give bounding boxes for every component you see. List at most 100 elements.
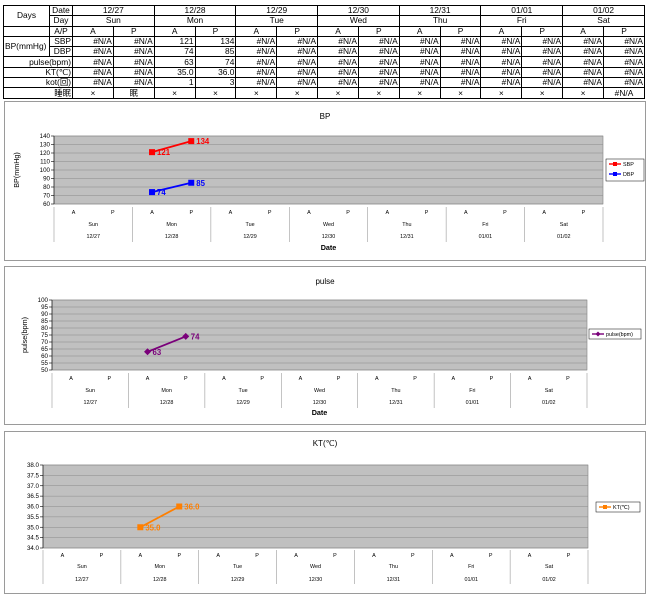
series-line [147,335,187,353]
value-cell: 35.0 [153,66,196,79]
value-cell: 36.0 [194,66,237,79]
value-cell: #N/A [602,66,646,79]
x-date-label: 01/01 [466,400,480,406]
x-day-label: Sat [545,564,554,570]
y-tick-label: 34.5 [27,535,40,542]
day-header-cell: Fri [480,15,564,27]
value-cell: × [235,87,278,99]
x-ap-label: A [222,376,226,382]
x-day-label: Tue [239,388,248,394]
x-date-label: 12/27 [75,577,89,583]
y-tick-label: 35.0 [27,524,40,531]
value-cell: × [562,87,604,99]
y-tick-label: 38.0 [27,462,40,469]
x-date-label: 12/28 [160,400,174,406]
legend-label: KT(℃) [613,505,630,511]
value-cell: #N/A [72,46,114,58]
x-day-label: Thu [391,388,400,394]
x-day-label: Mon [161,388,172,394]
x-day-label: Wed [310,564,321,570]
x-date-label: 12/31 [400,234,414,240]
series-line [151,181,192,193]
day-label-cell: Day [49,15,73,27]
value-cell: #N/A [276,56,319,68]
x-ap-label: A [451,376,455,382]
day-header-cell: Sun [72,15,155,27]
ap-header-cell: P [194,25,237,37]
chart-title: KT(℃) [313,439,338,448]
y-tick-label: 80 [43,184,50,191]
value-cell: #N/A [357,56,400,68]
value-cell: × [398,87,441,99]
value-cell: #N/A [521,46,564,58]
x-date-label: 01/01 [464,577,478,583]
date-header-cell: 01/02 [562,4,645,17]
x-date-label: 01/02 [542,577,556,583]
x-ap-label: A [229,210,233,216]
value-cell: 63 [153,56,196,68]
x-ap-label: A [150,210,154,216]
y-tick-label: 140 [40,133,51,140]
vitals-table: Days Date 12/27 12/28 12/29 12/30 12/31 01/01 01… [3,4,646,99]
x-ap-label: A [72,210,76,216]
y-tick-label: 110 [40,159,50,166]
ap-header-cell: A [480,25,523,37]
value-cell: #N/A [112,56,155,68]
x-ap-label: A [386,210,390,216]
value-cell: #N/A [562,77,604,89]
x-axis-label: Date [321,243,337,252]
x-ap-label: P [111,210,115,216]
y-tick-label: 90 [43,176,50,183]
x-axis-label: Date [312,408,328,417]
value-cell: #N/A [317,77,359,89]
x-day-label: Fri [469,388,475,394]
x-ap-label: P [490,376,494,382]
kt-chart-panel: KT(℃) 34.0 34.5 35.0 35.5 36.0 36.5 37.0 37.5 38.… [4,431,646,594]
value-cell: #N/A [398,77,441,89]
x-ap-label: A [464,210,468,216]
legend-marker [595,331,601,337]
y-tick-label: 95 [41,304,48,311]
value-cell: #N/A [521,56,564,68]
y-tick-label: 35.5 [27,514,40,521]
value-cell: 眠 [112,87,155,99]
x-day-label: Wed [323,222,334,228]
value-cell: #N/A [317,66,359,79]
value-cell: #N/A [235,46,278,58]
x-ap-label: A [528,376,532,382]
x-ap-label: P [503,210,507,216]
x-ap-label: A [372,553,376,559]
legend-marker [613,162,617,166]
value-cell: × [72,87,114,99]
x-day-label: Tue [246,222,255,228]
x-ap-label: A [450,553,454,559]
data-point [188,138,195,145]
day-header-cell: Wed [317,15,400,27]
x-ap-label: A [139,553,143,559]
x-day-label: Wed [314,388,325,394]
data-point [182,332,190,340]
value-cell: #N/A [276,77,319,89]
x-day-label: Tue [233,564,242,570]
x-ap-label: A [299,376,303,382]
data-label: 121 [157,148,171,157]
y-tick-label: 100 [38,297,49,304]
value-cell: 3 [194,77,237,89]
value-cell: × [276,87,319,99]
x-date-label: 12/27 [83,400,97,406]
x-ap-label: A [542,210,546,216]
x-ap-label: P [566,376,570,382]
value-cell: #N/A [398,56,441,68]
y-tick-label: 100 [40,167,51,174]
series-line [139,505,180,529]
x-day-label: Thu [389,564,398,570]
ap-header-cell: P [357,25,400,37]
value-cell: #N/A [276,66,319,79]
x-ap-label: P [425,210,429,216]
x-day-label: Mon [166,222,177,228]
value-cell: #N/A [480,66,523,79]
value-cell: × [317,87,359,99]
x-date-label: 12/30 [313,400,327,406]
x-date-label: 12/29 [236,400,250,406]
